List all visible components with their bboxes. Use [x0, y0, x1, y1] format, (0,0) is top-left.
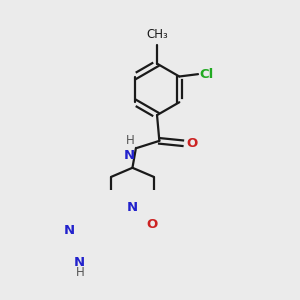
Text: O: O — [146, 218, 158, 231]
Text: CH₃: CH₃ — [146, 28, 168, 41]
Text: N: N — [124, 149, 135, 162]
Text: N: N — [127, 201, 138, 214]
Text: Cl: Cl — [199, 68, 214, 81]
Text: N: N — [74, 256, 85, 269]
Text: H: H — [126, 134, 135, 147]
Text: H: H — [76, 266, 85, 279]
Text: O: O — [186, 137, 197, 150]
Text: N: N — [64, 224, 75, 237]
